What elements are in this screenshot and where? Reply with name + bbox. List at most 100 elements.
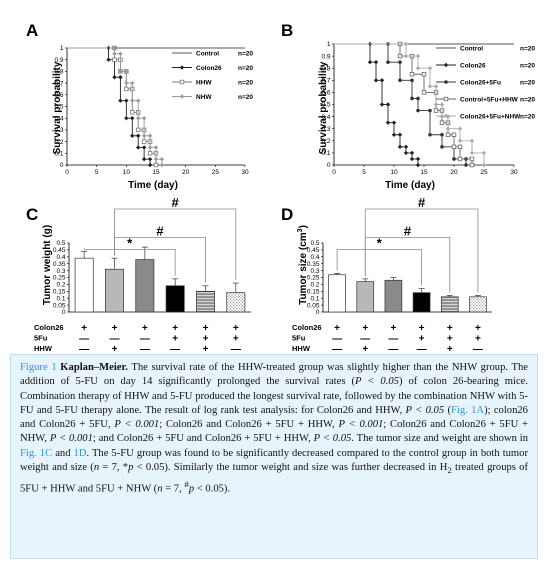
series-point: [124, 98, 129, 103]
series-point: [118, 98, 123, 103]
treatment-sign: —: [332, 344, 342, 352]
y-tick-label: 0.8: [321, 65, 330, 72]
legend-label: Colon26: [460, 62, 486, 69]
series-point: [130, 110, 135, 115]
panel-b: B Survival probability Time (day) 0 0.1 0.…: [281, 21, 535, 191]
series-point: [415, 162, 421, 168]
legend-n-label: n=20: [238, 65, 253, 72]
bar: [165, 285, 185, 313]
legend-n-label: n=20: [520, 96, 535, 103]
series-point: [136, 98, 141, 103]
y-tick-label: 0.35: [307, 261, 320, 268]
bar: [328, 274, 346, 313]
y-tick-label: 0.7: [321, 78, 330, 85]
treatment-sign: —: [110, 334, 120, 345]
treatment-sign: —: [332, 334, 342, 345]
treatment-table-d: Colon26++++++5Fu———+++HHW—+——+—NHW——+——+: [292, 323, 483, 352]
y-tick-label: 1: [327, 41, 331, 48]
y-tick-label: 0.2: [310, 282, 319, 289]
series-point: [452, 157, 456, 161]
x-tick-label: 15: [152, 169, 160, 176]
legend-marker: [443, 96, 449, 102]
series-point: [112, 51, 117, 57]
significance-bracket: [364, 208, 479, 293]
treatment-sign: +: [475, 334, 481, 345]
series-point: [124, 69, 129, 74]
series-point: [106, 57, 111, 62]
series-point: [403, 53, 409, 59]
caption-link-fig-1a[interactable]: Fig. 1A: [451, 404, 485, 416]
series-point: [130, 116, 135, 121]
panel-d: D Tumor size (cm3) 00.050.10.150.20.250.…: [281, 195, 492, 352]
y-tick-label: 0: [327, 162, 331, 169]
treatment-sign: —: [170, 344, 180, 352]
treatment-sign: —: [360, 334, 370, 345]
figure-caption: Figure 1 Kaplan–Meier. The survival rate…: [20, 362, 529, 496]
treatment-sign: —: [417, 344, 427, 352]
y-tick-label: 0.6: [321, 90, 330, 97]
series-point: [398, 60, 402, 64]
treatment-sign: +: [172, 334, 178, 345]
treatment-row-label: 5Fu: [34, 334, 48, 343]
series-point: [398, 78, 402, 83]
series-point: [440, 145, 444, 149]
treatment-sign: +: [203, 334, 209, 345]
legend-label: Colon26+5Fu: [460, 79, 501, 86]
series-point: [136, 145, 141, 150]
series-point: [386, 60, 390, 64]
legend-marker: [444, 80, 448, 84]
y-tick-label: 0.05: [307, 302, 320, 309]
treatment-sign: +: [203, 323, 209, 334]
series-point: [415, 53, 421, 59]
series-point: [118, 75, 123, 80]
caption-link-fig-1c[interactable]: Fig. 1C: [20, 447, 53, 459]
y-tick-label: 1: [60, 45, 64, 52]
series-point: [118, 51, 123, 57]
x-tick-label: 0: [65, 169, 69, 176]
series-point: [141, 156, 147, 162]
series-point: [439, 114, 445, 119]
figure-caption-box: Figure 1 Kaplan–Meier. The survival rate…: [10, 354, 538, 559]
treatment-sign: —: [388, 344, 398, 352]
series-point: [409, 72, 415, 77]
significance-bracket: [83, 248, 176, 276]
treatment-table-c: Colon26++++++5Fu———+++HHW—+——+—NHW——+——+: [34, 323, 241, 352]
y-tick-label: 0.4: [310, 254, 319, 261]
series-point: [147, 133, 153, 138]
series-point: [112, 45, 117, 51]
series-point: [416, 108, 420, 113]
significance-mark: #: [172, 195, 180, 210]
series-point: [433, 84, 439, 89]
legend-n-label: n=20: [238, 79, 253, 86]
y-tick-label: 0.9: [54, 57, 63, 64]
legend-marker: [443, 62, 449, 68]
treatment-sign: +: [334, 323, 340, 334]
series-point: [469, 138, 475, 143]
treatment-sign: —: [388, 334, 398, 345]
series-point: [403, 41, 409, 47]
series-point: [445, 132, 451, 137]
series-point: [147, 156, 153, 162]
x-tick-label: 5: [95, 169, 99, 176]
series-point: [451, 144, 457, 150]
series-point: [141, 139, 147, 144]
series-point: [379, 78, 385, 83]
significance-mark: #: [418, 195, 426, 210]
y-tick-label: 0.1: [310, 295, 319, 302]
x-tick-label: 5: [362, 169, 366, 176]
caption-link-fig-1d[interactable]: 1D: [73, 447, 87, 459]
legend-n-label: n=20: [520, 45, 535, 52]
y-axis-title-b: Survival probability: [318, 61, 329, 154]
plot-area-b: 00.10.20.30.40.50.60.70.80.910 5 10 15 20 25 3…: [321, 41, 518, 176]
bar: [412, 292, 431, 313]
y-tick-label: 0.15: [307, 289, 320, 296]
significance-mark: *: [127, 235, 133, 250]
legend-label: Colon26: [196, 65, 222, 72]
series-point: [147, 145, 153, 150]
bar: [135, 259, 155, 313]
treatment-sign: +: [233, 334, 239, 345]
y-axis-title-a: Survival probability: [52, 61, 63, 154]
series-point: [421, 72, 427, 77]
y-tick-label: 0.3: [310, 268, 319, 275]
